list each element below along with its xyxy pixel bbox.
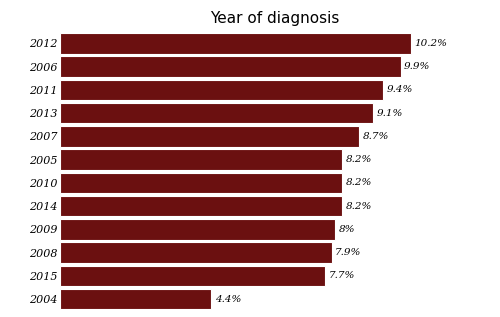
Text: 10.2%: 10.2%: [414, 39, 448, 48]
Bar: [60, 219, 335, 240]
Bar: [60, 56, 400, 77]
Bar: [60, 33, 411, 54]
Text: 8%: 8%: [338, 225, 355, 234]
Text: 9.4%: 9.4%: [387, 85, 413, 94]
Text: 7.9%: 7.9%: [335, 248, 361, 257]
Text: 7.7%: 7.7%: [328, 271, 354, 280]
Bar: [60, 80, 384, 100]
Bar: [60, 242, 332, 263]
Text: 8.2%: 8.2%: [346, 202, 372, 210]
Bar: [60, 126, 360, 146]
Bar: [60, 149, 342, 170]
Text: 8.2%: 8.2%: [346, 178, 372, 187]
Text: 8.2%: 8.2%: [346, 155, 372, 164]
Text: 9.1%: 9.1%: [376, 108, 403, 118]
Title: Year of diagnosis: Year of diagnosis: [210, 11, 340, 26]
Bar: [60, 172, 342, 193]
Bar: [60, 266, 325, 286]
Text: 4.4%: 4.4%: [215, 294, 241, 304]
Text: 8.7%: 8.7%: [362, 132, 389, 141]
Text: 9.9%: 9.9%: [404, 62, 430, 71]
Bar: [60, 289, 212, 309]
Bar: [60, 196, 342, 216]
Bar: [60, 103, 373, 123]
